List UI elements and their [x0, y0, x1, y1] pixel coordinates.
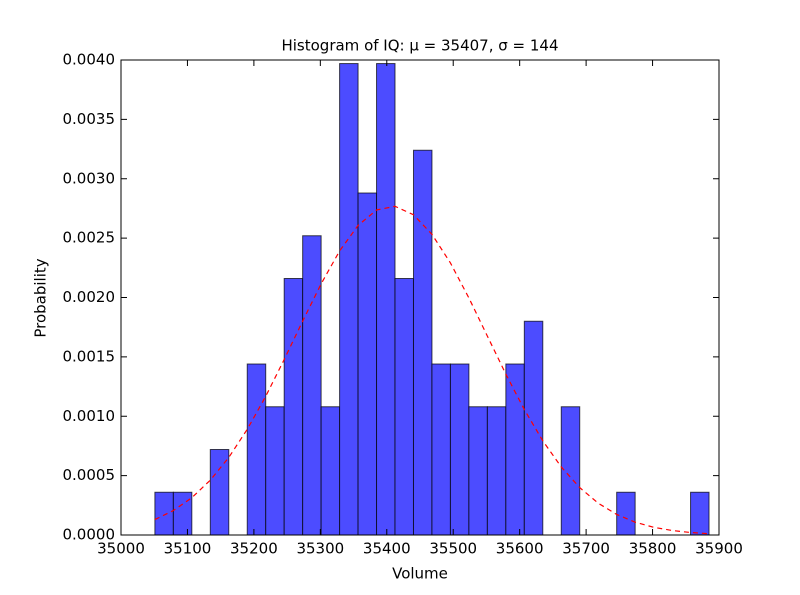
x-tick-label: 35600 [496, 540, 544, 558]
bar [209, 449, 230, 536]
bar [431, 363, 451, 536]
fit-curve [154, 205, 710, 535]
y-tick-label: 0.0015 [63, 347, 116, 365]
y-tick-label: 0.0025 [63, 229, 116, 247]
x-tick-label: 35000 [97, 540, 145, 558]
bar [449, 363, 470, 536]
bar [376, 63, 396, 536]
x-axis-label: Volume [392, 565, 448, 583]
bar [505, 363, 525, 536]
y-tick-label: 0.0000 [63, 526, 116, 544]
bar [412, 149, 433, 536]
bar [357, 192, 378, 536]
x-tick-label: 35300 [296, 540, 344, 558]
x-tick-label: 35500 [429, 540, 477, 558]
bar [486, 406, 507, 536]
x-tick-label: 35200 [230, 540, 278, 558]
y-tick-label: 0.0005 [63, 466, 116, 484]
x-tick-label: 35700 [562, 540, 610, 558]
x-tick-label: 35400 [363, 540, 411, 558]
chart-title: Histogram of IQ: μ = 35407, σ = 144 [281, 37, 558, 55]
bar [339, 63, 359, 536]
x-tick-label: 35900 [695, 540, 743, 558]
y-tick-label: 0.0035 [63, 110, 116, 128]
y-tick-label: 0.0020 [63, 288, 116, 306]
y-tick-label: 0.0040 [63, 51, 116, 69]
bar [560, 406, 581, 536]
x-tick-label: 35800 [629, 540, 677, 558]
bar [690, 491, 710, 536]
y-axis-label: Probability [32, 258, 50, 337]
bar [523, 320, 544, 536]
bar [394, 278, 414, 536]
bar [616, 491, 636, 536]
bar [154, 491, 174, 536]
bar [302, 235, 322, 536]
bar [265, 406, 285, 536]
y-tick-label: 0.0010 [63, 407, 116, 425]
bar [172, 491, 193, 536]
x-tick-label: 35100 [164, 540, 212, 558]
bar [283, 278, 304, 536]
bar [468, 406, 488, 536]
bar [246, 363, 267, 536]
y-tick-label: 0.0030 [63, 169, 116, 187]
bar [320, 406, 341, 536]
